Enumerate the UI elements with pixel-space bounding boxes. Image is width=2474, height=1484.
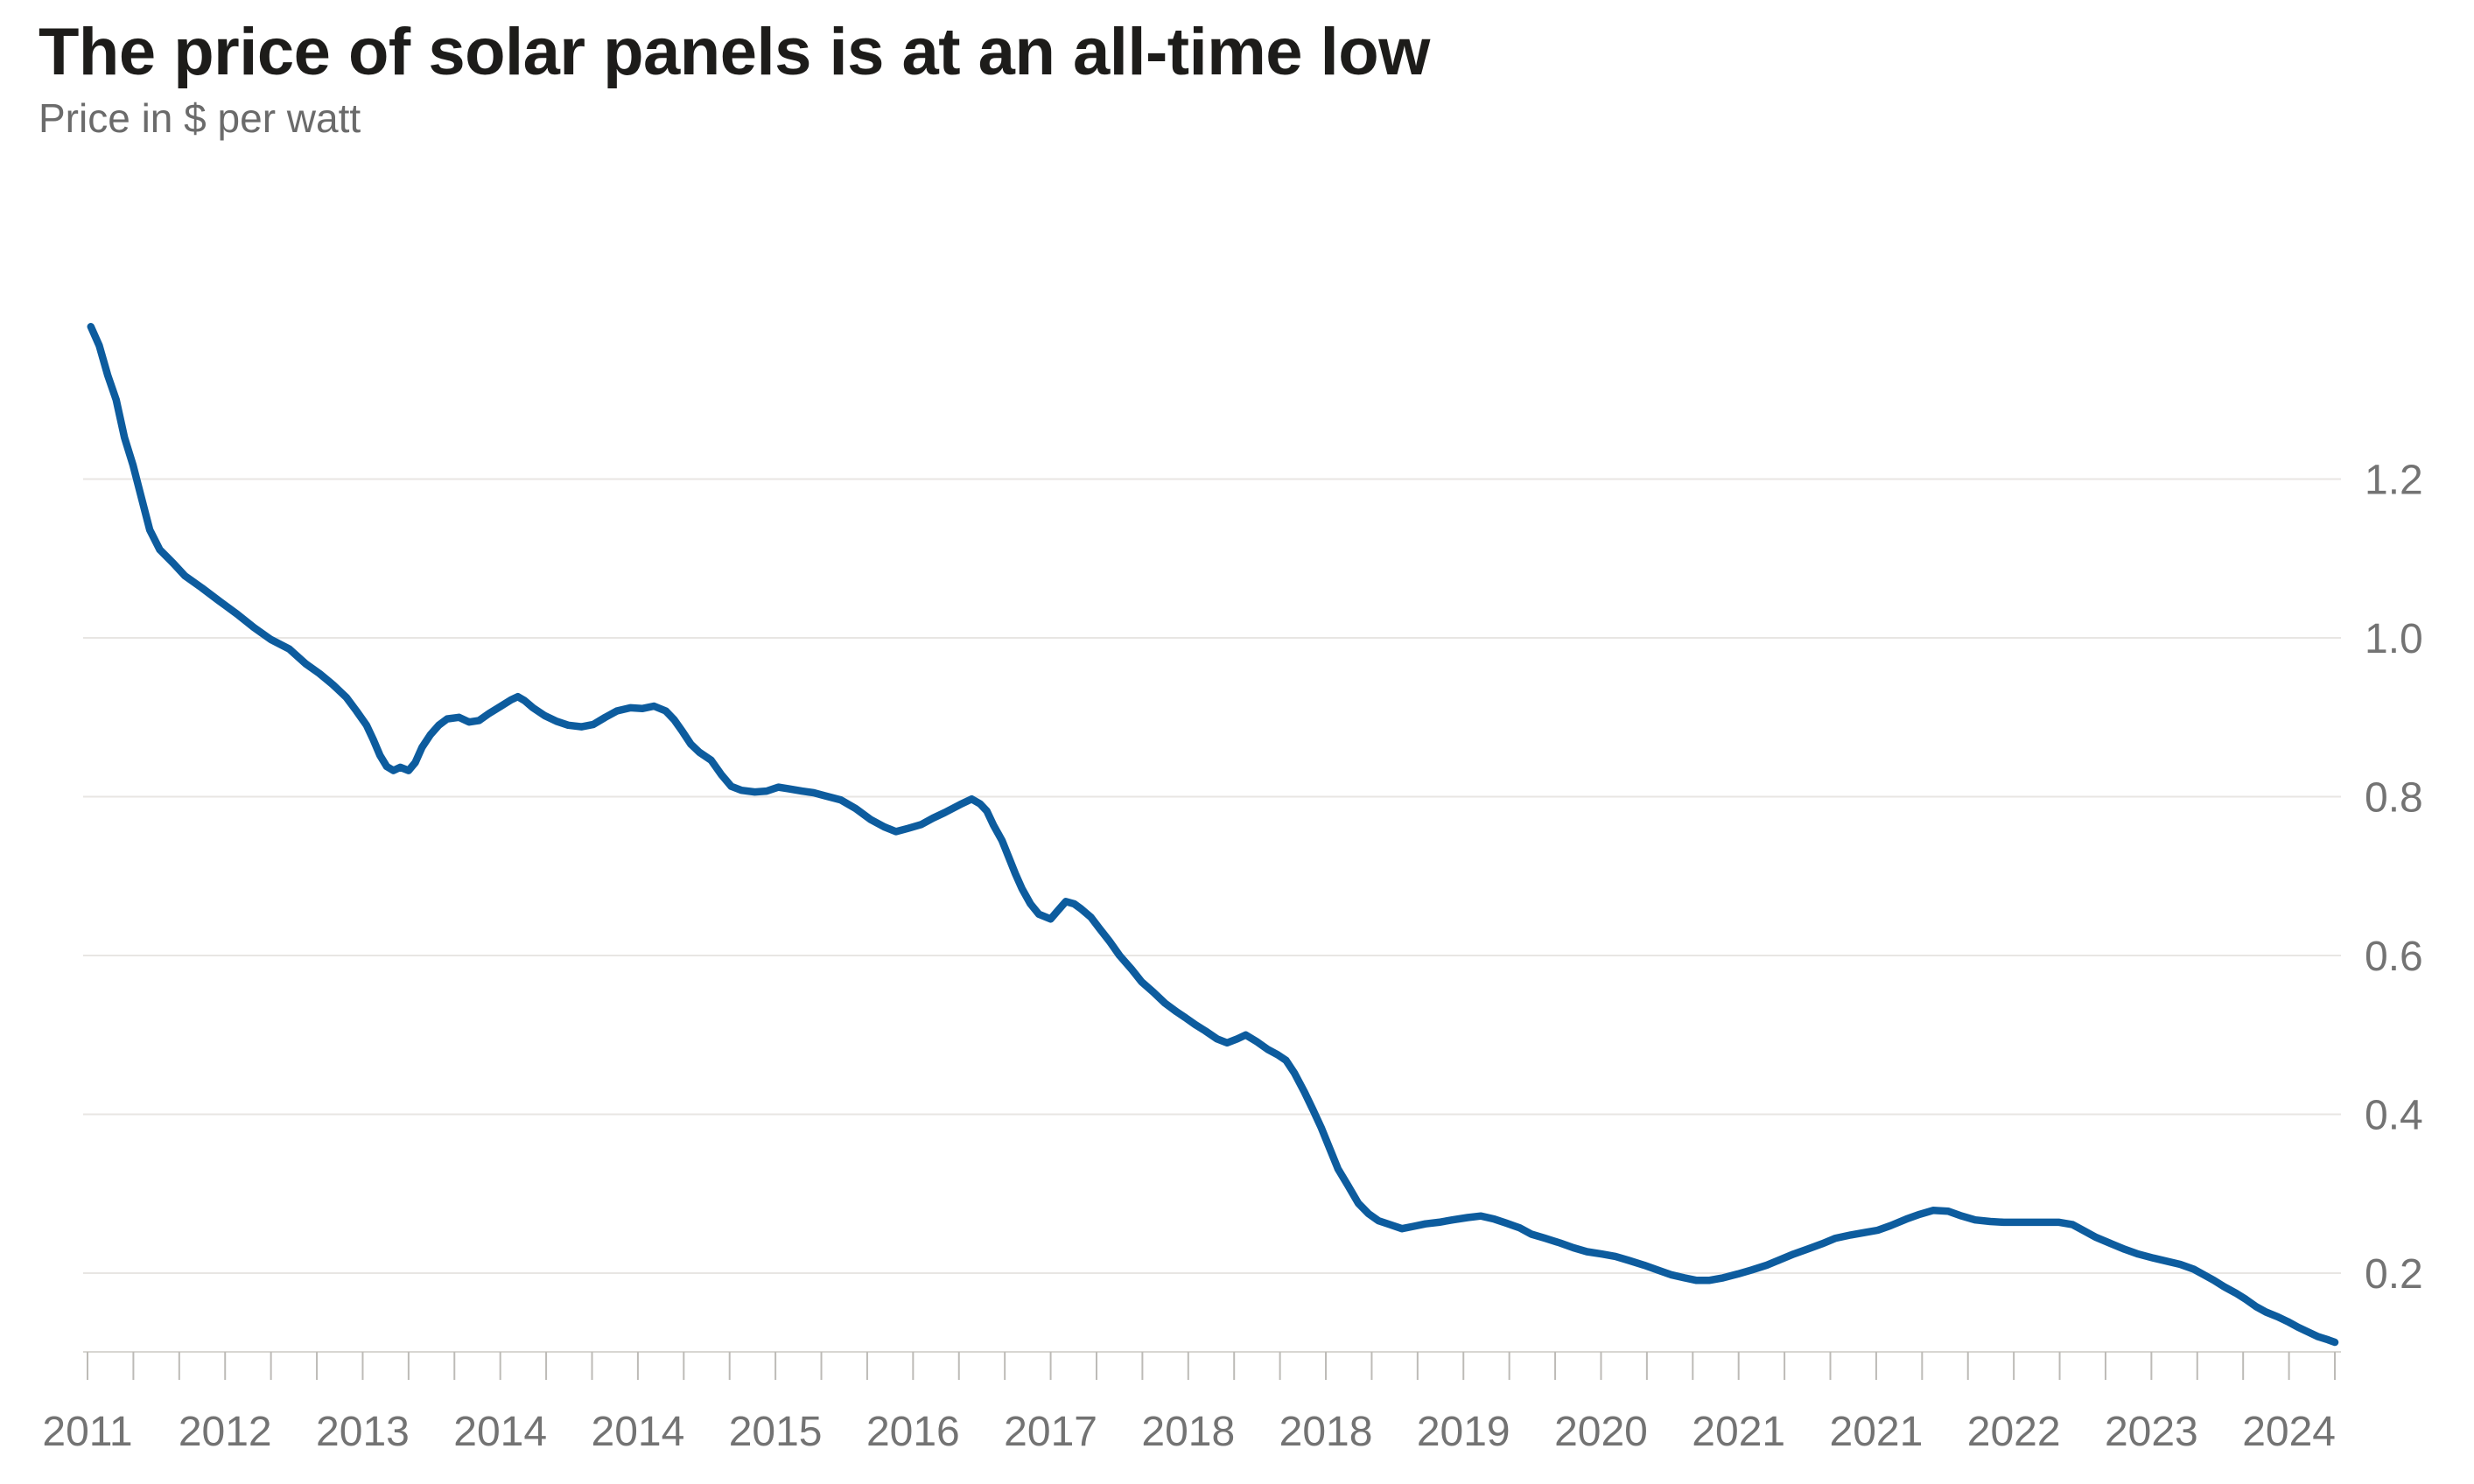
y-axis-labels: 0.2 0.4 0.6 0.8 1.0 1.2 bbox=[2365, 458, 2423, 1298]
x-axis-year-label: 2015 bbox=[729, 1409, 823, 1455]
y-axis-tick-label: 1.2 bbox=[2365, 458, 2423, 504]
x-axis-year-label: 2022 bbox=[1967, 1409, 2061, 1455]
x-axis-year-label: 2016 bbox=[866, 1409, 960, 1455]
y-axis-tick-label: 0.4 bbox=[2365, 1093, 2423, 1139]
x-axis-year-label: 2019 bbox=[1417, 1409, 1510, 1455]
chart-title: The price of solar panels is at an all-t… bbox=[39, 15, 1430, 89]
x-axis-year-label: 2024 bbox=[2242, 1409, 2336, 1455]
x-axis-year-label: 2018 bbox=[1279, 1409, 1373, 1455]
grid-lines bbox=[83, 478, 2341, 1274]
x-axis-year-label: 2021 bbox=[1692, 1409, 1785, 1455]
x-axis-year-label: 2020 bbox=[1554, 1409, 1648, 1455]
y-axis-tick-label: 0.6 bbox=[2365, 934, 2423, 980]
x-axis-year-label: 2014 bbox=[453, 1409, 547, 1455]
y-axis-tick-label: 1.0 bbox=[2365, 616, 2423, 662]
x-axis-year-label: 2017 bbox=[1004, 1409, 1097, 1455]
price-line bbox=[87, 323, 2339, 1347]
x-axis-year-label: 2012 bbox=[179, 1409, 272, 1455]
y-axis-tick-label: 0.2 bbox=[2365, 1251, 2423, 1298]
chart-subtitle: Price in $ per watt bbox=[39, 95, 361, 141]
x-axis-year-label: 2023 bbox=[2105, 1409, 2198, 1455]
x-axis-year-label: 2018 bbox=[1141, 1409, 1235, 1455]
x-axis-year-label: 2014 bbox=[592, 1409, 685, 1455]
x-axis-ticks bbox=[87, 1352, 2336, 1380]
x-axis-year-label: 2021 bbox=[1830, 1409, 1924, 1455]
x-axis-labels: 2011 2012 2013 2014 2014 2015 2016 2017 2018 2018… bbox=[42, 1409, 2336, 1455]
x-axis-year-label: 2013 bbox=[316, 1409, 410, 1455]
y-axis-tick-label: 0.8 bbox=[2365, 775, 2423, 822]
x-axis-year-label: 2011 bbox=[42, 1409, 132, 1455]
